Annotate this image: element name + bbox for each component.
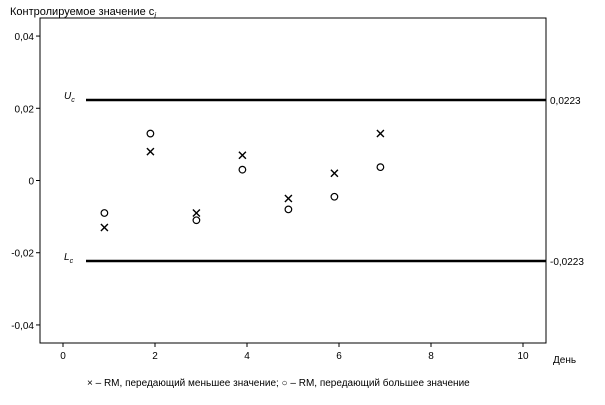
data-point-circle xyxy=(330,192,339,201)
x-tick-label: 10 xyxy=(517,351,529,362)
data-points xyxy=(100,129,385,232)
limit-name-main: U xyxy=(64,91,72,102)
y-axis: 0,04 0,02 0 -0,02 -0,04 xyxy=(11,32,40,332)
x-tick-label: 8 xyxy=(428,351,434,362)
x-tick-label: 4 xyxy=(244,351,250,362)
data-point-cross xyxy=(238,151,247,160)
legend-text: × – RM, передающий меньшее значение; ○ –… xyxy=(87,377,470,389)
y-tick-label: 0,02 xyxy=(15,104,35,115)
x-tick-label: 6 xyxy=(336,351,342,362)
data-point-circle xyxy=(192,216,201,225)
data-point-cross xyxy=(146,147,155,156)
data-point-circle xyxy=(376,163,385,172)
data-point-circle xyxy=(100,209,109,217)
limit-value-label: 0,0223 xyxy=(550,96,581,107)
limit-name-main: L xyxy=(64,252,70,263)
chart-title-main: Контролируемое значение c xyxy=(10,6,155,18)
x-axis: 0 2 4 6 8 10 xyxy=(60,343,529,362)
x-axis-label: День xyxy=(553,355,576,366)
limit-value-label: -0,0223 xyxy=(550,257,584,268)
limit-name-subscript: c xyxy=(71,97,75,104)
y-tick-label: -0,04 xyxy=(11,321,34,332)
limit-name-subscript: c xyxy=(70,258,74,265)
x-tick-label: 2 xyxy=(152,351,158,362)
data-point-cross xyxy=(376,129,385,138)
cross-stroke xyxy=(330,169,339,178)
data-point-cross xyxy=(100,223,109,232)
cross-stroke xyxy=(284,194,293,203)
cross-stroke xyxy=(238,151,247,160)
cross-stroke xyxy=(100,223,109,232)
x-tick-label: 0 xyxy=(60,351,66,362)
data-point-circle xyxy=(238,165,247,174)
data-point-circle xyxy=(284,205,293,214)
cross-stroke xyxy=(192,209,201,217)
data-point-circle xyxy=(146,129,155,138)
limit-name: Uc xyxy=(64,91,75,104)
limit-lines: Uc 0,0223 Lc -0,0223 xyxy=(64,91,584,268)
data-point-cross xyxy=(284,194,293,203)
y-tick-label: -0,02 xyxy=(11,249,34,260)
chart-title: Контролируемое значение ci xyxy=(10,6,156,20)
plot-frame xyxy=(39,17,547,344)
chart-title-subscript: i xyxy=(154,11,156,20)
data-point-cross xyxy=(192,209,201,217)
limit-name: Lc xyxy=(64,252,74,265)
cross-stroke xyxy=(376,129,385,138)
cross-stroke xyxy=(146,147,155,156)
y-tick-label: 0 xyxy=(28,177,34,188)
y-tick-label: 0,04 xyxy=(15,32,35,43)
data-point-cross xyxy=(330,169,339,178)
